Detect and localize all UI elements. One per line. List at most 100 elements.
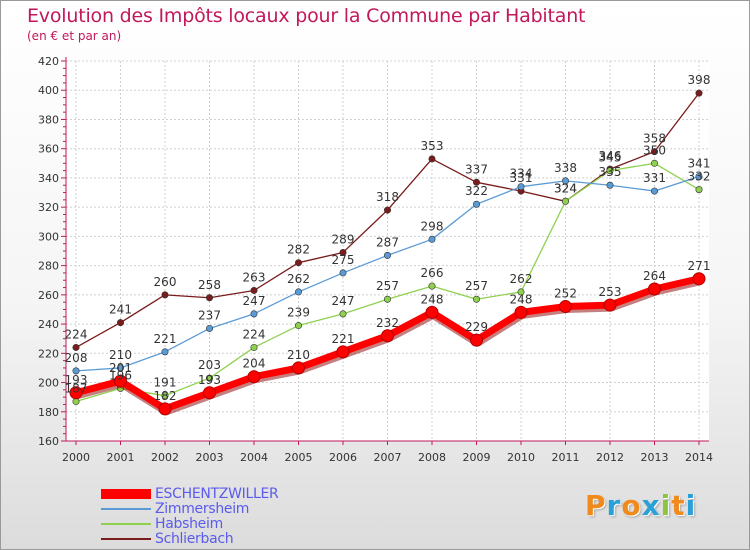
data-label: 331 [510, 171, 533, 185]
x-tick-label: 2007 [374, 451, 402, 464]
data-point [428, 235, 436, 243]
data-label: 257 [465, 279, 488, 293]
x-tick-label: 2006 [329, 451, 357, 464]
y-tick-label: 420 [38, 55, 59, 68]
data-label: 341 [688, 156, 711, 170]
data-label: 203 [198, 358, 221, 372]
y-tick-label: 340 [38, 172, 59, 185]
data-label: 258 [198, 278, 221, 292]
data-label: 264 [643, 269, 666, 283]
data-point [428, 155, 436, 163]
data-point [381, 329, 394, 343]
data-point [206, 374, 214, 382]
data-label: 289 [332, 232, 355, 246]
y-tick-label: 400 [38, 84, 59, 97]
data-point [117, 319, 125, 327]
data-point [472, 178, 480, 186]
x-tick-label: 2009 [463, 451, 491, 464]
logo-letter: P [585, 489, 607, 522]
data-point [383, 206, 391, 214]
data-label: 332 [688, 170, 711, 184]
data-label: 241 [109, 303, 132, 317]
legend-item: Schlierbach [101, 531, 321, 547]
data-label: 282 [287, 243, 310, 257]
data-label: 229 [465, 320, 488, 334]
data-point [425, 305, 439, 319]
data-label: 193 [65, 373, 88, 387]
data-point [650, 148, 658, 156]
data-label: 193 [198, 373, 221, 387]
data-label: 338 [554, 161, 577, 175]
chart-subtitle: (en € et par an) [27, 29, 122, 43]
data-point [472, 295, 480, 303]
legend-label: ESCHENTZWILLER [155, 486, 279, 502]
x-tick-label: 2004 [240, 451, 268, 464]
legend: ESCHENTZWILLER Zimmersheim Habsheim Schlier… [101, 486, 321, 547]
logo-letter: r [606, 489, 622, 522]
legend-swatch [101, 523, 151, 525]
data-point [603, 298, 617, 312]
legend-item: Zimmersheim [101, 501, 321, 517]
data-label: 260 [154, 275, 177, 289]
data-point [561, 177, 569, 185]
data-label: 262 [287, 272, 310, 286]
data-point [294, 259, 302, 267]
y-tick-label: 280 [38, 260, 59, 273]
logo-letter: o [621, 489, 642, 522]
data-label: 201 [109, 361, 132, 375]
y-tick-label: 320 [38, 201, 59, 214]
data-label: 248 [421, 292, 444, 306]
data-label: 324 [554, 181, 577, 195]
y-tick-label: 360 [38, 143, 59, 156]
data-label: 318 [376, 190, 399, 204]
y-tick-label: 180 [38, 406, 59, 419]
data-point [117, 364, 125, 372]
data-label: 221 [154, 332, 177, 346]
y-tick-label: 240 [38, 318, 59, 331]
data-label: 210 [287, 348, 310, 362]
data-point [292, 361, 305, 375]
data-label: 298 [421, 219, 444, 233]
data-label: 275 [332, 253, 355, 267]
data-label: 263 [243, 270, 266, 284]
data-point [203, 386, 216, 400]
data-label: 350 [643, 143, 666, 157]
data-label: 257 [376, 279, 399, 293]
y-tick-label: 380 [38, 113, 59, 126]
x-tick-label: 2010 [507, 451, 535, 464]
data-point [559, 300, 572, 314]
chart-title: Evolution des Impôts locaux pour la Comm… [27, 5, 586, 27]
x-tick-label: 2005 [285, 451, 313, 464]
data-point [650, 187, 658, 195]
data-point [158, 402, 172, 416]
data-point [294, 322, 302, 330]
x-tick-label: 2012 [596, 451, 624, 464]
data-label: 187 [65, 382, 88, 396]
data-label: 346 [599, 149, 622, 163]
legend-swatch [101, 489, 151, 499]
data-label: 182 [154, 389, 177, 403]
data-label: 248 [510, 292, 533, 306]
logo-letter: t [671, 489, 686, 522]
logo-letter: x [641, 489, 661, 522]
data-point [72, 343, 80, 351]
data-point [114, 374, 127, 388]
data-label: 204 [243, 357, 266, 371]
data-label: 232 [376, 316, 399, 330]
data-label: 345 [599, 151, 622, 165]
data-label: 221 [332, 332, 355, 346]
legend-item: ESCHENTZWILLER [101, 486, 321, 502]
proxiti-logo: Proxiti [585, 489, 696, 522]
y-tick-label: 160 [38, 435, 59, 448]
legend-item: Habsheim [101, 516, 321, 532]
data-point [692, 272, 706, 286]
data-point [161, 392, 169, 400]
data-point [336, 345, 350, 359]
data-point [383, 251, 391, 259]
legend-swatch [101, 508, 151, 510]
data-label: 322 [465, 184, 488, 198]
data-label: 331 [643, 171, 666, 185]
data-point [650, 159, 658, 167]
